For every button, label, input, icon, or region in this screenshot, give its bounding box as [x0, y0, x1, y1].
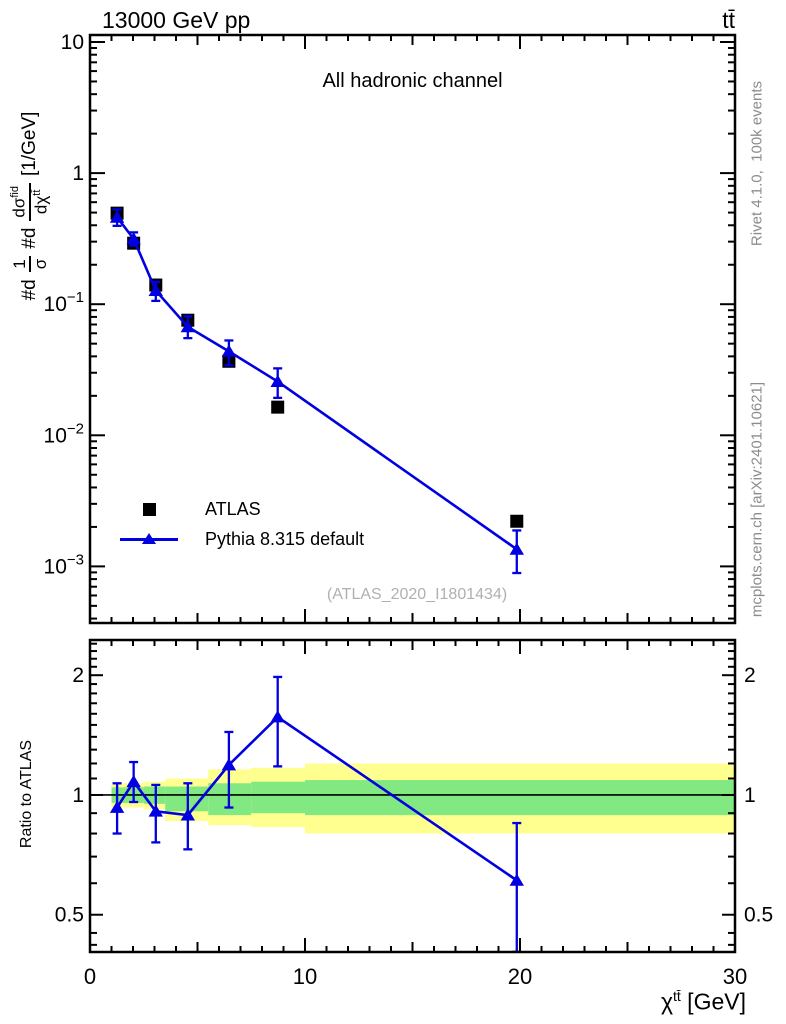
svg-text:0.5: 0.5 — [55, 904, 84, 927]
svg-text:30: 30 — [723, 964, 747, 989]
ylabel-units: [1/GeV] — [19, 111, 40, 177]
svg-text:0: 0 — [84, 964, 96, 989]
svg-text:20: 20 — [508, 964, 532, 989]
legend-item-atlas: ATLAS — [120, 494, 364, 524]
atlas-square-marker-icon — [120, 494, 178, 524]
green-band-segment — [251, 781, 305, 814]
title-process: tt̄ — [722, 7, 735, 33]
axis-ticks — [89, 35, 736, 952]
ylabel-prefix: #d — [19, 279, 40, 301]
ylabel-fraction-one-over-sigma: 1 σ — [9, 255, 50, 273]
channel-label: All hadronic channel — [322, 70, 503, 92]
svg-text:2: 2 — [744, 664, 756, 687]
data-point — [510, 514, 524, 528]
rivet-version-note: Rivet 4.1.0, 100k events — [748, 80, 766, 247]
svg-text:1: 1 — [72, 784, 84, 807]
ratio-error-bars — [112, 675, 522, 953]
xlabel-units: [GeV] — [680, 988, 746, 1015]
analysis-watermark: (ATLAS_2020_I1801434) — [326, 586, 508, 603]
ylabel-mid: #d — [19, 227, 40, 249]
black-square-icon — [142, 502, 156, 516]
mcplots-source-note: mcplots.cern.ch [arXiv:2401.10621] — [748, 381, 766, 618]
svg-text:10: 10 — [61, 31, 84, 54]
atlas-data-points — [110, 206, 524, 528]
green-band-segment — [305, 780, 735, 816]
svg-text:1: 1 — [72, 162, 84, 185]
legend-item-pythia: Pythia 8.315 default — [120, 524, 364, 554]
ylabel-fraction-dsigma-dchi: dσfid dχtt̄ — [9, 183, 51, 221]
legend-label-atlas: ATLAS — [205, 498, 261, 519]
svg-text:0.5: 0.5 — [744, 904, 773, 927]
svg-text:1: 1 — [744, 784, 756, 807]
ratio-y-axis-label: Ratio to ATLAS — [18, 739, 35, 849]
svg-text:10: 10 — [293, 964, 317, 989]
pythia-mc-points — [109, 210, 524, 555]
x-axis-label: χtt̄ [GeV] — [490, 988, 746, 1016]
legend-label-pythia: Pythia 8.315 default — [205, 528, 365, 549]
svg-text:10−2: 10−2 — [44, 420, 84, 447]
svg-text:2: 2 — [72, 664, 84, 687]
pythia-line-marker-icon — [120, 524, 178, 554]
ratio-uncertainty-bands — [111, 763, 735, 834]
data-point — [271, 400, 285, 414]
title-collision-energy: 13000 GeV pp — [102, 7, 251, 33]
xlabel-superscript: tt̄ — [673, 988, 681, 1004]
svg-text:10−3: 10−3 — [44, 551, 84, 578]
ratio-mc-points — [109, 710, 524, 886]
blue-triangle-icon — [142, 532, 156, 544]
legend: ATLAS Pythia 8.315 default — [120, 494, 364, 554]
xlabel-chi: χ — [660, 988, 674, 1015]
main-y-axis-label: #d 1 σ #d dσfid dχtt̄ [1/GeV] — [0, 38, 62, 374]
